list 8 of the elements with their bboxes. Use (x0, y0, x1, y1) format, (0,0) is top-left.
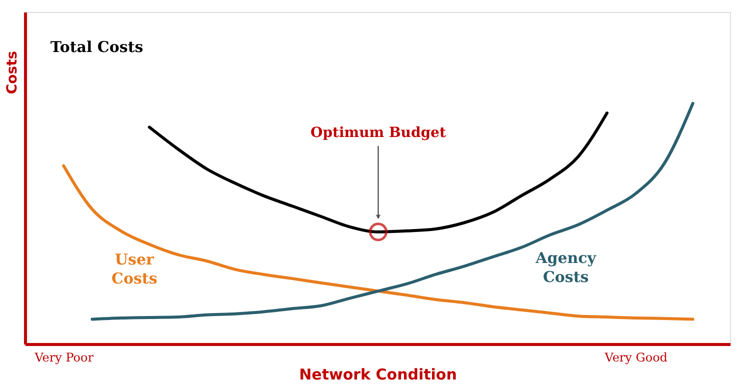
annotation: Optimum Budget (310, 124, 446, 141)
x-tick-label: Very Poor (34, 350, 94, 364)
x-tick-label: Very Good (604, 350, 668, 364)
x-axis-title: Network Condition (299, 366, 457, 384)
y-axis-title: Costs (4, 50, 20, 94)
series-label: User Costs (112, 250, 158, 288)
text: Total Costs (50, 38, 144, 56)
series-label: Agency Costs (534, 249, 598, 286)
